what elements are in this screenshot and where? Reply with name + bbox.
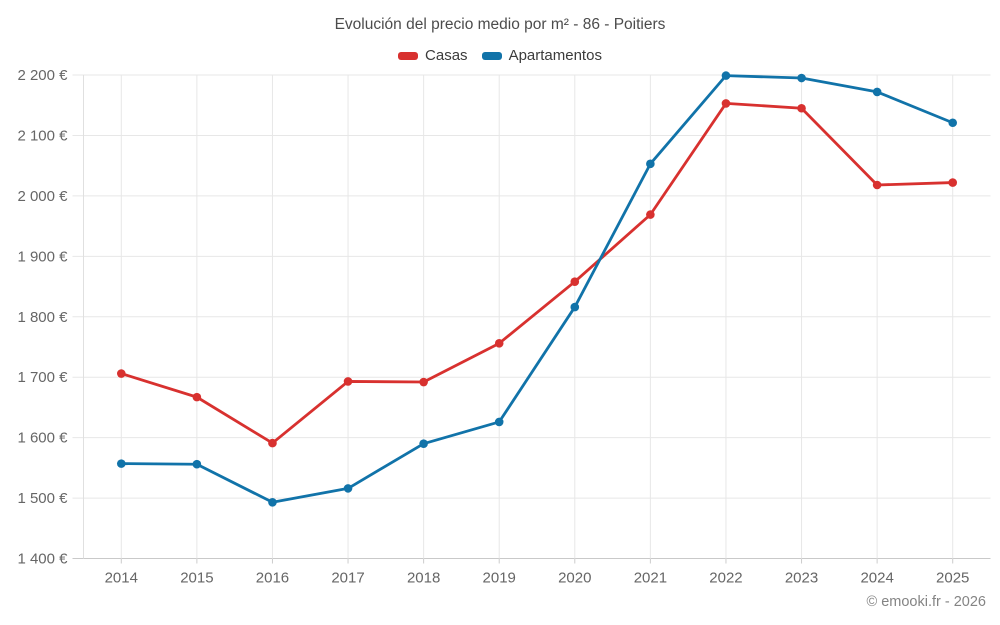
data-point-apartamentos-2018[interactable]: [419, 439, 428, 448]
data-point-apartamentos-2023[interactable]: [797, 73, 806, 83]
series-line-casas: [119, 102, 955, 445]
data-point-casas-2020[interactable]: [570, 277, 580, 286]
y-tick-label: 1 600 €: [17, 430, 68, 447]
data-point-casas-2022[interactable]: [721, 99, 731, 108]
data-point-casas-2025[interactable]: [948, 178, 958, 187]
y-tick-label: 2 200 €: [17, 67, 68, 84]
y-tick-label: 1 800 €: [17, 309, 68, 326]
x-tick-label: 2019: [483, 570, 516, 587]
data-point-casas-2021[interactable]: [646, 210, 655, 219]
x-tick-label: 2018: [407, 570, 440, 587]
x-tick-label: 2021: [634, 570, 667, 587]
data-point-apartamentos-2014[interactable]: [116, 459, 126, 468]
data-point-casas-2014[interactable]: [116, 369, 126, 378]
copyright-footer: © emooki.fr - 2026: [866, 594, 986, 610]
data-point-casas-2018[interactable]: [419, 377, 428, 387]
data-point-apartamentos-2019[interactable]: [494, 417, 504, 427]
data-point-apartamentos-2016[interactable]: [268, 497, 277, 507]
x-tick-label: 2022: [709, 570, 742, 587]
y-tick-label: 1 400 €: [17, 551, 68, 568]
x-tick-label: 2024: [860, 570, 893, 587]
series-line-apartamentos: [119, 74, 955, 504]
data-point-casas-2023[interactable]: [797, 103, 806, 113]
x-tick-label: 2014: [105, 570, 138, 587]
data-point-apartamentos-2025[interactable]: [948, 118, 958, 128]
x-tick-label: 2023: [785, 570, 818, 587]
data-point-casas-2019[interactable]: [494, 339, 504, 348]
data-point-casas-2017[interactable]: [343, 377, 353, 386]
x-tick-label: 2016: [256, 570, 289, 587]
x-tick-label: 2020: [558, 570, 591, 587]
data-point-apartamentos-2015[interactable]: [192, 459, 202, 469]
data-point-apartamentos-2024[interactable]: [872, 87, 882, 97]
x-tick-label: 2025: [936, 570, 969, 587]
data-point-casas-2015[interactable]: [192, 392, 202, 402]
data-point-apartamentos-2021[interactable]: [646, 159, 655, 169]
data-point-casas-2016[interactable]: [268, 438, 277, 448]
data-point-casas-2024[interactable]: [872, 180, 882, 190]
y-tick-label: 2 000 €: [17, 188, 68, 205]
legend-label-apartamentos: Apartamentos: [508, 47, 602, 64]
data-point-apartamentos-2020[interactable]: [570, 302, 580, 312]
y-tick-label: 1 900 €: [17, 248, 68, 265]
x-tick-label: 2017: [331, 570, 364, 587]
chart-title: Evolución del precio medio por m² - 86 -…: [334, 16, 666, 33]
legend-label-casas: Casas: [425, 47, 468, 64]
legend-item-apartamentos[interactable]: Apartamentos: [481, 47, 602, 64]
legend-item-casas[interactable]: Casas: [398, 47, 468, 64]
data-point-apartamentos-2017[interactable]: [343, 484, 353, 493]
x-tick-label: 2015: [180, 570, 213, 587]
data-point-apartamentos-2022[interactable]: [721, 71, 731, 80]
apartamentos-series-swatch-icon: [481, 51, 502, 60]
y-tick-label: 1 700 €: [17, 369, 68, 386]
y-tick-label: 2 100 €: [17, 127, 68, 144]
casas-series-swatch-icon: [398, 51, 419, 60]
chart-legend: Casas Apartamentos: [0, 47, 1000, 64]
y-tick-label: 1 500 €: [17, 490, 68, 507]
